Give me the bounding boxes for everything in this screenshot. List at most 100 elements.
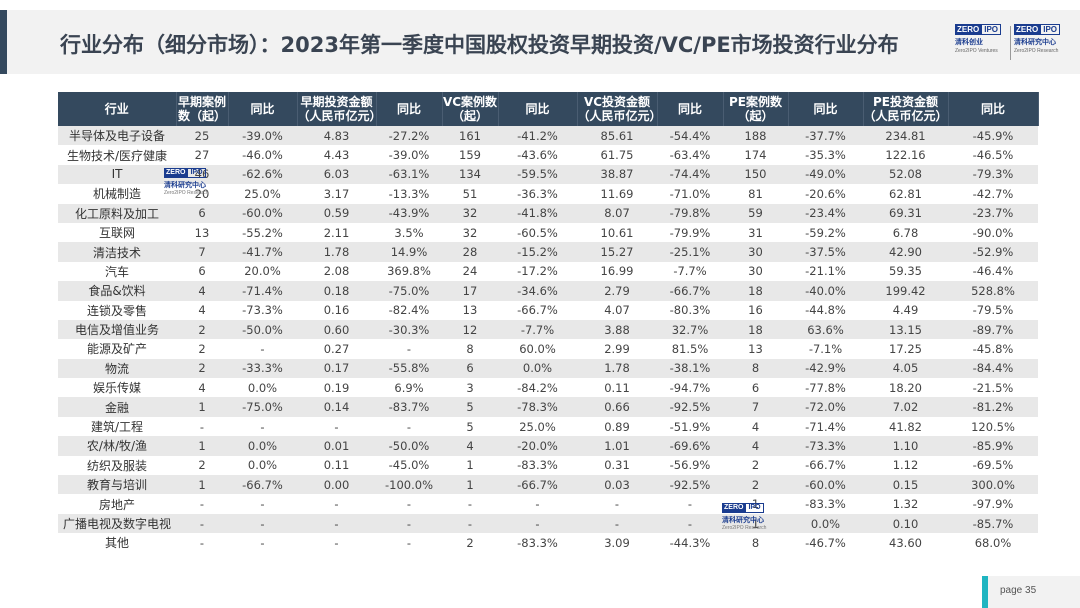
value-cell: 60.0% — [498, 339, 577, 359]
value-cell: 0.10 — [863, 513, 948, 534]
table-row: 农/林/牧/渔 1 0.0% 0.01 -50.0% 4 -20.0% 1.01 -69.6% 4… — [58, 436, 1038, 456]
value-cell: 61.75 — [577, 145, 657, 165]
value-cell: 0.59 — [297, 203, 376, 223]
value-cell: -17.2% — [498, 261, 577, 282]
value-cell: 6.78 — [863, 222, 948, 243]
value-cell: 41.82 — [863, 416, 948, 437]
value-cell: 174 — [723, 145, 788, 165]
value-cell: 6 — [723, 378, 788, 398]
value-cell: 59.35 — [863, 261, 948, 282]
value-cell: 0.14 — [297, 397, 376, 417]
value-cell: -43.9% — [376, 203, 442, 223]
value-cell: -20.0% — [498, 436, 577, 456]
value-cell: -7.7% — [498, 319, 577, 340]
title-accent-bar — [0, 10, 7, 74]
value-cell: - — [657, 494, 723, 514]
value-cell: -71.4% — [788, 416, 863, 437]
value-cell: - — [376, 494, 442, 514]
table-row: 互联网 13 -55.2% 2.11 3.5% 32 -60.5% 10.61 -79.9% 31… — [58, 222, 1038, 243]
value-cell: 68.0% — [948, 533, 1038, 553]
value-cell: 13.15 — [863, 319, 948, 340]
value-cell: -41.2% — [498, 126, 577, 146]
value-cell: 1 — [176, 475, 228, 495]
value-cell: 8 — [723, 533, 788, 553]
value-cell: 2 — [176, 455, 228, 476]
col-header-industry: 行业 — [58, 92, 177, 126]
value-cell: -13.3% — [376, 184, 442, 204]
value-cell: -23.7% — [948, 203, 1038, 223]
value-cell: -85.7% — [948, 513, 1038, 534]
value-cell: -69.6% — [657, 436, 723, 456]
table-row: 连锁及零售 4 -73.3% 0.16 -82.4% 13 -66.7% 4.07 -80.3%… — [58, 300, 1038, 320]
industry-cell: 连锁及零售 — [58, 300, 176, 320]
value-cell: 3.88 — [577, 319, 657, 340]
value-cell: -90.0% — [948, 222, 1038, 243]
industry-cell: 娱乐传媒 — [58, 378, 176, 398]
value-cell: -73.3% — [788, 436, 863, 456]
value-cell: 20 — [176, 184, 228, 204]
value-cell: -46.7% — [788, 533, 863, 553]
value-cell: 0.0% — [788, 513, 863, 534]
value-cell: 0.18 — [297, 281, 376, 301]
value-cell: -45.9% — [948, 126, 1038, 146]
value-cell: 1 — [442, 455, 498, 476]
value-cell: 85.61 — [577, 126, 657, 146]
value-cell: 4.49 — [863, 300, 948, 320]
table-row: 清洁技术 7 -41.7% 1.78 14.9% 28 -15.2% 15.27 -25.1% 3… — [58, 242, 1038, 262]
value-cell: -45.8% — [948, 339, 1038, 359]
value-cell: -60.5% — [498, 222, 577, 243]
value-cell: - — [657, 513, 723, 534]
value-cell: 13 — [442, 300, 498, 320]
value-cell: 7 — [176, 242, 228, 262]
table-row: 电信及增值业务 2 -50.0% 0.60 -30.3% 12 -7.7% 3.88 32.7%… — [58, 319, 1038, 340]
value-cell: 63.6% — [788, 319, 863, 340]
value-cell: -7.1% — [788, 339, 863, 359]
value-cell: -46.4% — [948, 261, 1038, 282]
col-header-early-amount: 早期投资金额（人民币亿元） — [297, 92, 382, 126]
value-cell: 0.0% — [228, 436, 297, 456]
value-cell: 17.25 — [863, 339, 948, 359]
table-row: IT 46 -62.6% 6.03 -63.1% 134 -59.5% 38.87 -74.4%… — [58, 164, 1038, 185]
value-cell: 16 — [723, 300, 788, 320]
value-cell: 6 — [176, 203, 228, 223]
industry-cell: 化工原料及加工 — [58, 203, 176, 223]
col-header-vc-amount-yoy: 同比 — [657, 92, 724, 126]
value-cell: -21.1% — [788, 261, 863, 282]
value-cell: - — [376, 416, 442, 437]
value-cell: 2 — [723, 455, 788, 476]
value-cell: - — [297, 494, 376, 514]
value-cell: 32.7% — [657, 319, 723, 340]
industry-cell: 机械制造 — [58, 184, 176, 204]
industry-cell: 生物技术/医疗健康 — [58, 145, 176, 165]
title-band — [7, 10, 1080, 74]
value-cell: 32 — [442, 222, 498, 243]
value-cell: - — [228, 416, 297, 437]
value-cell: -21.5% — [948, 378, 1038, 398]
value-cell: -69.5% — [948, 455, 1038, 476]
value-cell: 28 — [442, 242, 498, 262]
value-cell: 81 — [723, 184, 788, 204]
value-cell: 32 — [442, 203, 498, 223]
value-cell: 11.69 — [577, 184, 657, 204]
value-cell: 4 — [176, 300, 228, 320]
value-cell: 159 — [442, 145, 498, 165]
value-cell: -66.7% — [498, 475, 577, 495]
table-row: 金融 1 -75.0% 0.14 -83.7% 5 -78.3% 0.66 -92.5% 7 -72… — [58, 397, 1038, 417]
value-cell: -30.3% — [376, 319, 442, 340]
value-cell: 0.0% — [228, 455, 297, 476]
value-cell: 6.03 — [297, 164, 376, 185]
value-cell: -33.3% — [228, 358, 297, 379]
value-cell: - — [577, 494, 657, 514]
value-cell: -39.0% — [376, 145, 442, 165]
industry-cell: 农/林/牧/渔 — [58, 436, 176, 456]
value-cell: 0.01 — [297, 436, 376, 456]
value-cell: -52.9% — [948, 242, 1038, 262]
value-cell: 3.17 — [297, 184, 376, 204]
value-cell: 0.17 — [297, 358, 376, 379]
value-cell: -75.0% — [228, 397, 297, 417]
value-cell: -63.4% — [657, 145, 723, 165]
industry-cell: 电信及增值业务 — [58, 319, 176, 340]
value-cell: 0.27 — [297, 339, 376, 359]
value-cell: 234.81 — [863, 126, 948, 146]
value-cell: -66.7% — [788, 455, 863, 476]
